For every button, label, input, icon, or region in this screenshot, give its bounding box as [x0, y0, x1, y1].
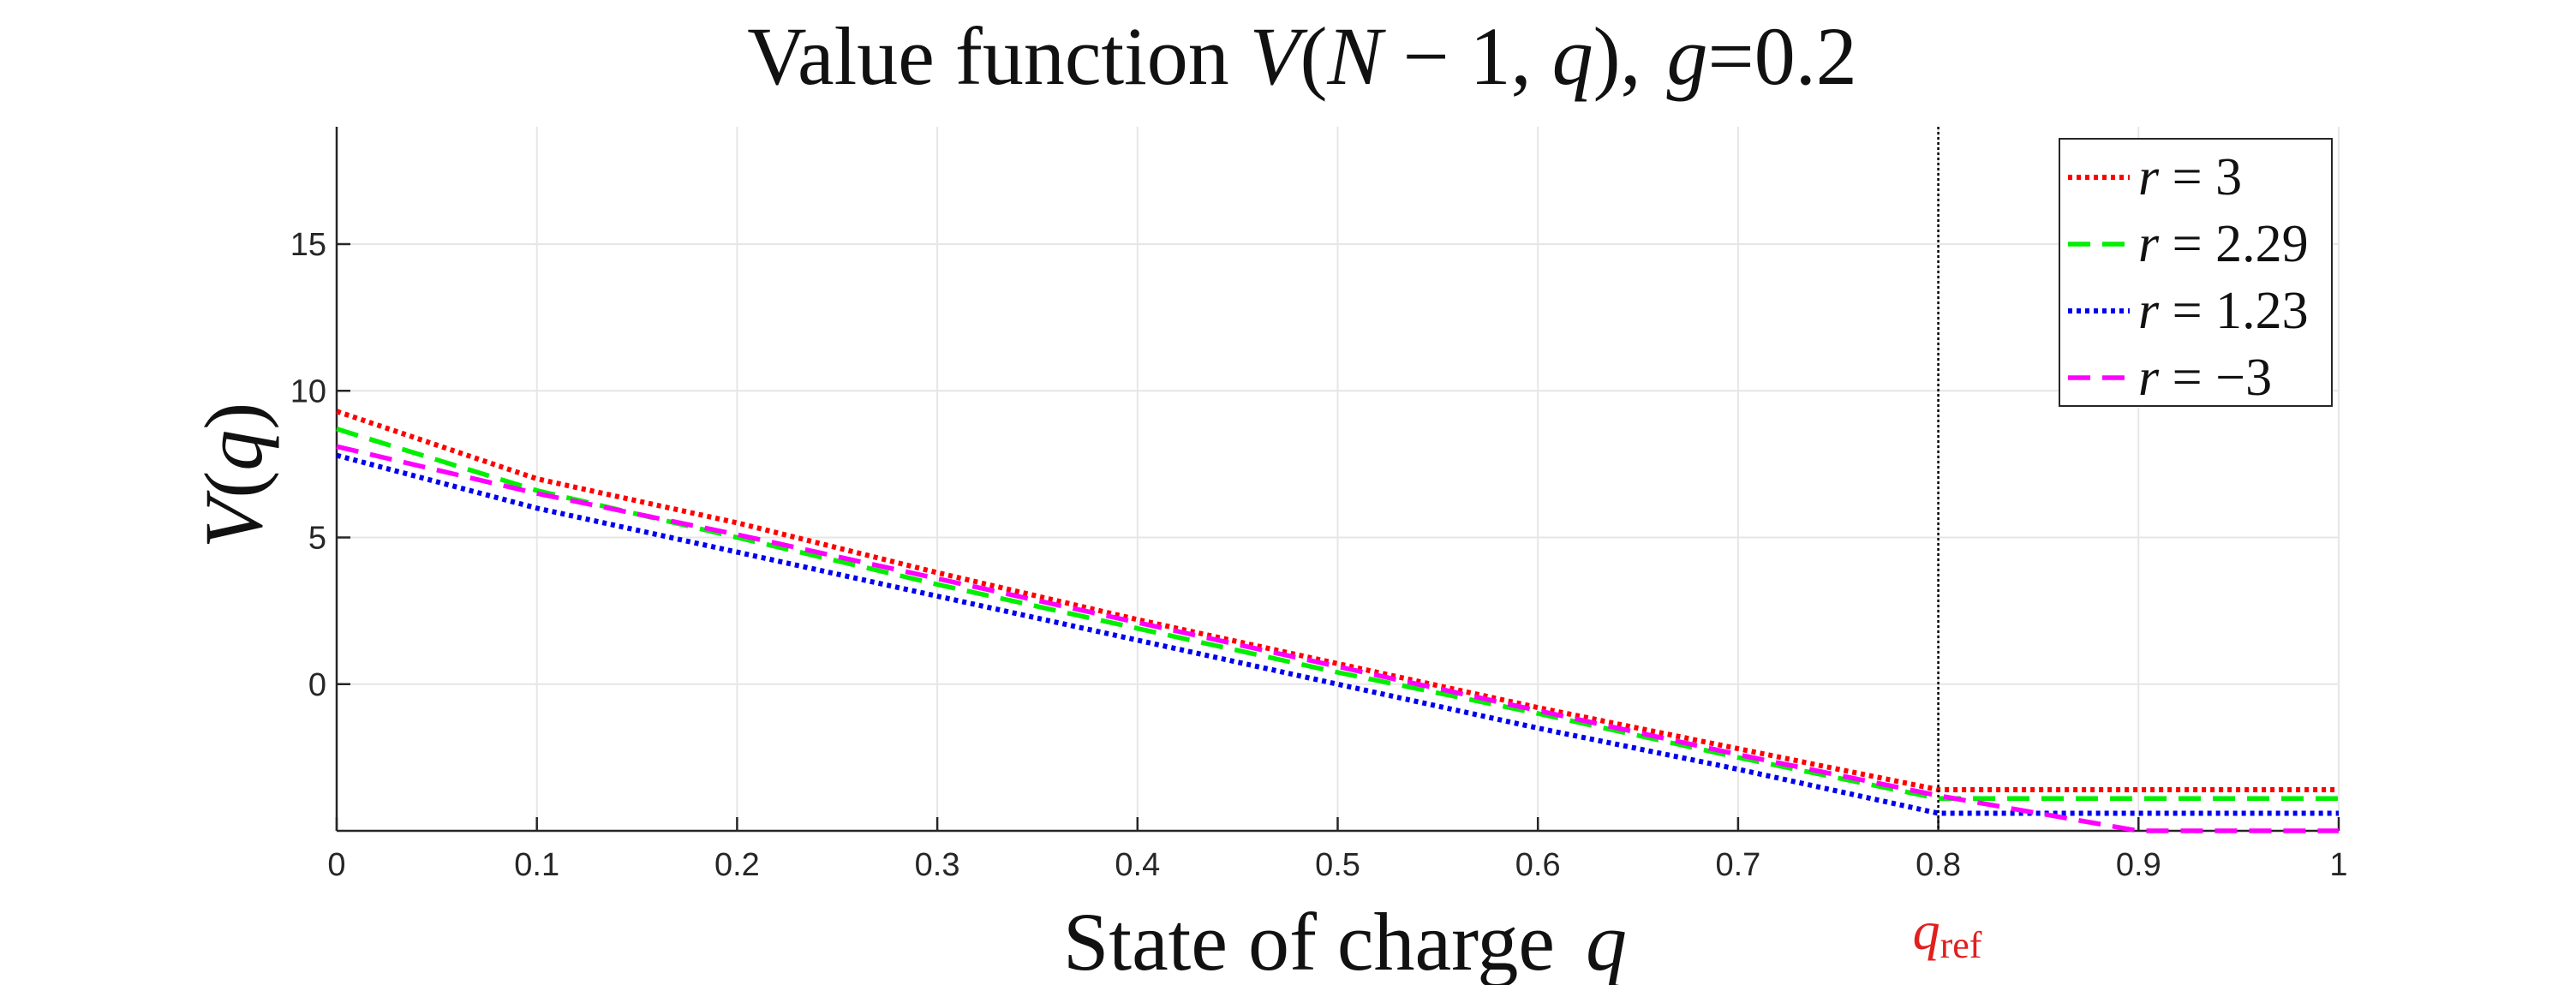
grid [336, 127, 2340, 831]
x-tick-label: 1 [2329, 847, 2347, 883]
legend-label-1: r = 3 [2138, 148, 2242, 206]
series-line-4 [336, 444, 2339, 833]
y-tick-label: 0 [308, 667, 326, 703]
x-axis-label: State of charge q [1063, 896, 1627, 985]
legend-box [2059, 138, 2333, 407]
y-axis-label: V(q) [188, 403, 279, 549]
x-tick-label: 0.8 [1916, 847, 1961, 883]
legend-label-4: r = −3 [2138, 349, 2272, 407]
reference-line: q ref [1913, 127, 1982, 966]
legend-label-3: r = 1.23 [2138, 282, 2309, 340]
series-lines [336, 409, 2339, 833]
y-tick-label: 15 [290, 227, 326, 263]
series-line-2 [336, 427, 2339, 802]
x-tick-label: 0.6 [1515, 847, 1561, 883]
x-tick-label: 0 [327, 847, 345, 883]
x-tick-label: 0.5 [1315, 847, 1360, 883]
x-tick-label: 0.7 [1715, 847, 1760, 883]
x-tick-label: 0.3 [915, 847, 960, 883]
y-tick-label: 5 [308, 521, 326, 557]
legend: r = 3 r = 2.29 r = 1.23 r = −3 [2059, 138, 2333, 407]
qref-subscript: ref [1940, 924, 1982, 966]
chart-title: Value function V(N − 1, q), g=0.2 [747, 10, 1856, 102]
x-tick-label: 0.9 [2116, 847, 2161, 883]
legend-label-2: r = 2.29 [2138, 215, 2309, 273]
x-tick-label: 0.4 [1115, 847, 1160, 883]
series-line-3 [336, 452, 2339, 816]
y-tick-label: 10 [290, 373, 326, 409]
qref-label: q [1913, 900, 1940, 961]
x-tick-label: 0.1 [514, 847, 559, 883]
x-tick-label: 0.2 [714, 847, 760, 883]
